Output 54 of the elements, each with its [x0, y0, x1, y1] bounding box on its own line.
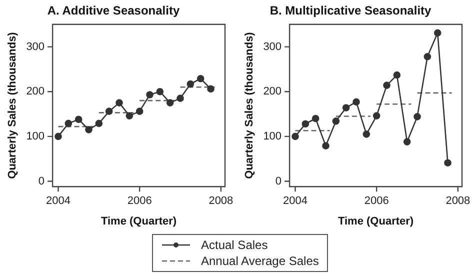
point: [85, 126, 92, 134]
y-tick-label: 200: [26, 86, 45, 98]
point: [207, 85, 214, 93]
y-axis-title: Quarterly Sales (thousands): [244, 32, 256, 179]
point: [186, 80, 194, 88]
point: [414, 113, 421, 120]
point: [116, 99, 123, 106]
chart-title: B. Multiplicative Seasonality: [270, 4, 432, 18]
point: [146, 91, 154, 98]
legend-label: Annual Average Sales: [201, 254, 319, 268]
point: [302, 120, 310, 128]
point: [312, 114, 320, 122]
x-tick-label: 2006: [127, 195, 152, 208]
point: [383, 82, 390, 89]
chart-title: A. Additive Seasonality: [47, 4, 180, 18]
point: [322, 142, 330, 150]
point: [342, 104, 350, 112]
point: [95, 120, 103, 128]
point: [372, 112, 380, 120]
point: [64, 120, 72, 128]
y-tick-label: 0: [38, 175, 45, 188]
point: [434, 29, 442, 37]
legend-label: Actual Sales: [201, 238, 268, 252]
point: [352, 98, 360, 106]
y-tick-label: 300: [263, 40, 282, 53]
x-tick-label: 2006: [364, 195, 389, 208]
point: [105, 108, 113, 115]
x-tick-label: 2004: [283, 195, 308, 208]
point: [424, 53, 432, 60]
point: [196, 74, 204, 82]
y-axis-title: Quarterly Sales (thousands): [6, 32, 19, 179]
x-tick-label: 2008: [446, 195, 470, 208]
point: [54, 132, 62, 140]
x-axis-title: Time (Quarter): [338, 215, 414, 228]
y-tick-label: 100: [26, 130, 45, 142]
point: [292, 132, 299, 140]
point: [403, 138, 411, 146]
point: [444, 159, 452, 167]
point: [166, 99, 174, 106]
point: [176, 94, 184, 102]
y-tick-label: 300: [26, 40, 45, 53]
point: [74, 116, 82, 124]
point: [362, 130, 370, 138]
point: [393, 71, 401, 79]
point: [136, 108, 144, 115]
point: [332, 118, 340, 125]
y-tick-label: 100: [263, 130, 282, 142]
point: [126, 112, 134, 120]
point: [156, 88, 164, 96]
x-axis-title: Time (Quarter): [100, 215, 177, 228]
y-tick-label: 200: [263, 86, 282, 98]
y-tick-label: 0: [275, 175, 282, 188]
x-tick-label: 2004: [46, 195, 70, 208]
x-tick-label: 2008: [208, 195, 234, 208]
